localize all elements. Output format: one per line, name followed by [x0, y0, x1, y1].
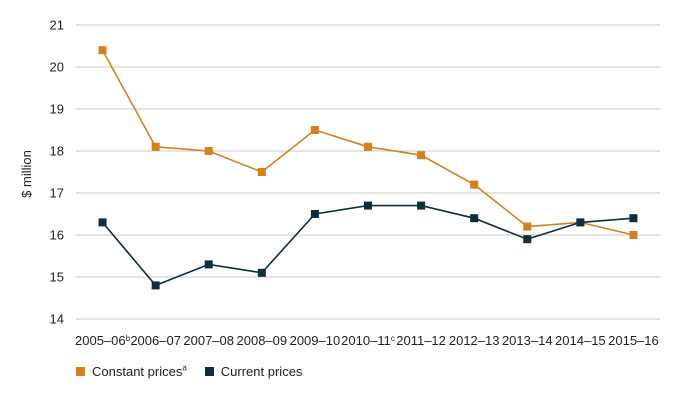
legend-label-constant-prices: Constant pricesa: [92, 363, 187, 379]
data-point-current-prices: [576, 218, 585, 227]
x-tick-label: 2010–11c: [341, 333, 395, 348]
x-tick-label: 2006–07: [130, 333, 181, 348]
y-axis-label: $ million: [19, 150, 34, 198]
data-point-current-prices: [364, 201, 372, 210]
y-tick-label: 21: [50, 18, 64, 33]
x-tick-label: 2007–08: [183, 333, 234, 348]
series-line-current-prices: [101, 204, 634, 287]
y-tick-label: 15: [50, 270, 64, 285]
data-point-current-prices: [417, 201, 426, 210]
x-tick-label: 2013–14: [502, 333, 553, 348]
legend: Constant pricesa Current prices: [76, 364, 320, 379]
legend-swatch-current-prices: [204, 367, 214, 376]
legend-swatch-constant-prices: [76, 367, 85, 376]
x-tick-label: 2015–16: [608, 333, 659, 348]
x-tick-label: 2011–12: [396, 333, 446, 348]
x-tick-label: 2005–06b: [75, 333, 131, 348]
x-tick-label: 2014–15: [555, 333, 606, 348]
data-point-constant-prices: [470, 180, 479, 189]
data-point-current-prices: [629, 214, 638, 223]
data-point-constant-prices: [98, 46, 107, 55]
y-tick-label: 16: [50, 228, 64, 243]
series-group: [98, 46, 638, 290]
y-tick-label: 17: [50, 186, 64, 201]
data-point-constant-prices: [310, 126, 319, 134]
data-point-current-prices: [310, 210, 319, 218]
data-point-constant-prices: [523, 222, 532, 231]
data-point-constant-prices: [364, 142, 372, 151]
y-tick-label: 20: [50, 60, 64, 75]
x-tick-footnote: b: [126, 334, 131, 343]
data-point-constant-prices: [629, 231, 638, 239]
legend-item-current-prices: Current prices: [204, 364, 303, 379]
legend-label-current-prices: Current prices: [220, 364, 303, 379]
data-point-current-prices: [523, 235, 532, 244]
gridlines: [76, 24, 660, 320]
data-point-current-prices: [204, 260, 213, 269]
data-point-current-prices: [98, 218, 107, 227]
legend-item-constant-prices: Constant pricesa: [76, 364, 187, 379]
x-tick-label: 2012–13: [449, 333, 500, 348]
y-tick-label: 19: [50, 102, 64, 117]
data-point-current-prices: [257, 268, 266, 277]
data-point-current-prices: [470, 214, 479, 223]
data-point-current-prices: [151, 281, 160, 290]
data-point-constant-prices: [204, 147, 213, 155]
data-point-constant-prices: [151, 142, 160, 151]
y-axis-ticks: 14 15 16 17 18 19 20 21: [50, 18, 64, 327]
data-point-constant-prices: [257, 168, 266, 176]
x-tick-label: 2009–10: [290, 333, 341, 348]
y-tick-label: 18: [50, 144, 64, 159]
data-point-constant-prices: [417, 151, 426, 160]
y-tick-label: 14: [50, 312, 64, 327]
x-tick-footnote: c: [391, 334, 395, 343]
x-tick-label: 2008–09: [237, 333, 288, 348]
x-axis-ticks: 2005–06b 2006–07 2007–08 2008–09 2009–10 2010…: [75, 333, 659, 348]
